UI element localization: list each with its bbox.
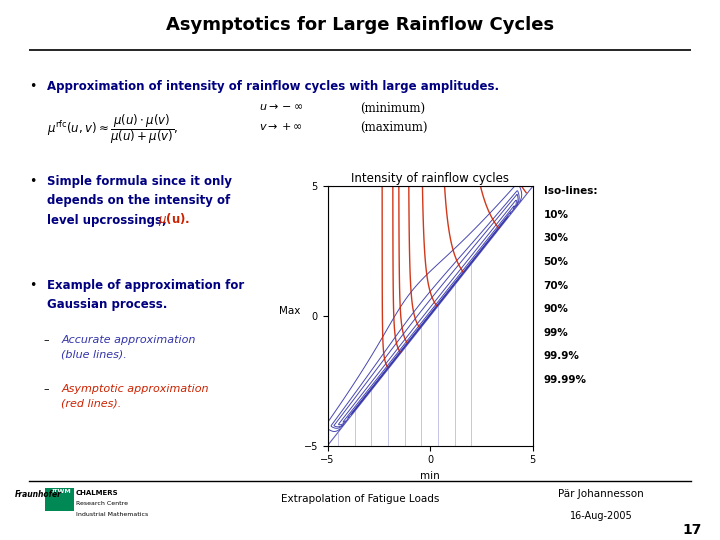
Text: $\mu^{\rm rfc}(u,v) \approx \dfrac{\mu(u)\cdot\mu(v)}{\mu(u)+\mu(v)},$: $\mu^{\rm rfc}(u,v) \approx \dfrac{\mu(u…: [47, 112, 179, 146]
Text: ITWM: ITWM: [52, 489, 71, 494]
Text: Accurate approximation
(blue lines).: Accurate approximation (blue lines).: [61, 335, 196, 359]
Text: –: –: [43, 384, 49, 395]
Text: •: •: [29, 175, 36, 188]
Text: 70%: 70%: [544, 281, 569, 291]
X-axis label: min: min: [420, 471, 440, 481]
Text: •: •: [29, 279, 36, 292]
Y-axis label: Max: Max: [279, 306, 300, 316]
Text: Iso-lines:: Iso-lines:: [544, 186, 597, 197]
Text: Example of approximation for
Gaussian process.: Example of approximation for Gaussian pr…: [47, 279, 244, 311]
Text: Asymptotic approximation
(red lines).: Asymptotic approximation (red lines).: [61, 384, 209, 409]
FancyBboxPatch shape: [45, 488, 74, 511]
Text: 16-Aug-2005: 16-Aug-2005: [570, 510, 633, 521]
Text: $\mu$(u).: $\mu$(u).: [158, 211, 191, 228]
Text: 17: 17: [683, 523, 702, 537]
Text: 10%: 10%: [544, 210, 569, 220]
Text: Approximation of intensity of rainflow cycles with large amplitudes.: Approximation of intensity of rainflow c…: [47, 80, 499, 93]
Text: (minimum): (minimum): [360, 102, 425, 114]
Text: 99%: 99%: [544, 328, 568, 338]
Text: 30%: 30%: [544, 233, 569, 244]
Text: Research Centre: Research Centre: [76, 502, 127, 507]
Text: Industrial Mathematics: Industrial Mathematics: [76, 512, 148, 517]
Text: (maximum): (maximum): [360, 121, 428, 134]
Text: Asymptotics for Large Rainflow Cycles: Asymptotics for Large Rainflow Cycles: [166, 16, 554, 34]
Text: $v \to +\infty$: $v \to +\infty$: [259, 121, 303, 132]
Text: Extrapolation of Fatigue Loads: Extrapolation of Fatigue Loads: [281, 494, 439, 503]
Text: Pär Johannesson: Pär Johannesson: [558, 489, 644, 499]
Text: •: •: [29, 80, 36, 93]
Text: Simple formula since it only
depends on the intensity of
level upcrossings,: Simple formula since it only depends on …: [47, 175, 232, 227]
Text: 90%: 90%: [544, 304, 569, 314]
Text: Fraunhofer: Fraunhofer: [14, 490, 61, 499]
Text: 50%: 50%: [544, 257, 569, 267]
Text: $u \to -\infty$: $u \to -\infty$: [259, 102, 304, 112]
Title: Intensity of rainflow cycles: Intensity of rainflow cycles: [351, 172, 509, 185]
Text: –: –: [43, 335, 49, 345]
Text: 99.9%: 99.9%: [544, 352, 580, 361]
Text: CHALMERS: CHALMERS: [76, 490, 118, 496]
Text: 99.99%: 99.99%: [544, 375, 587, 385]
